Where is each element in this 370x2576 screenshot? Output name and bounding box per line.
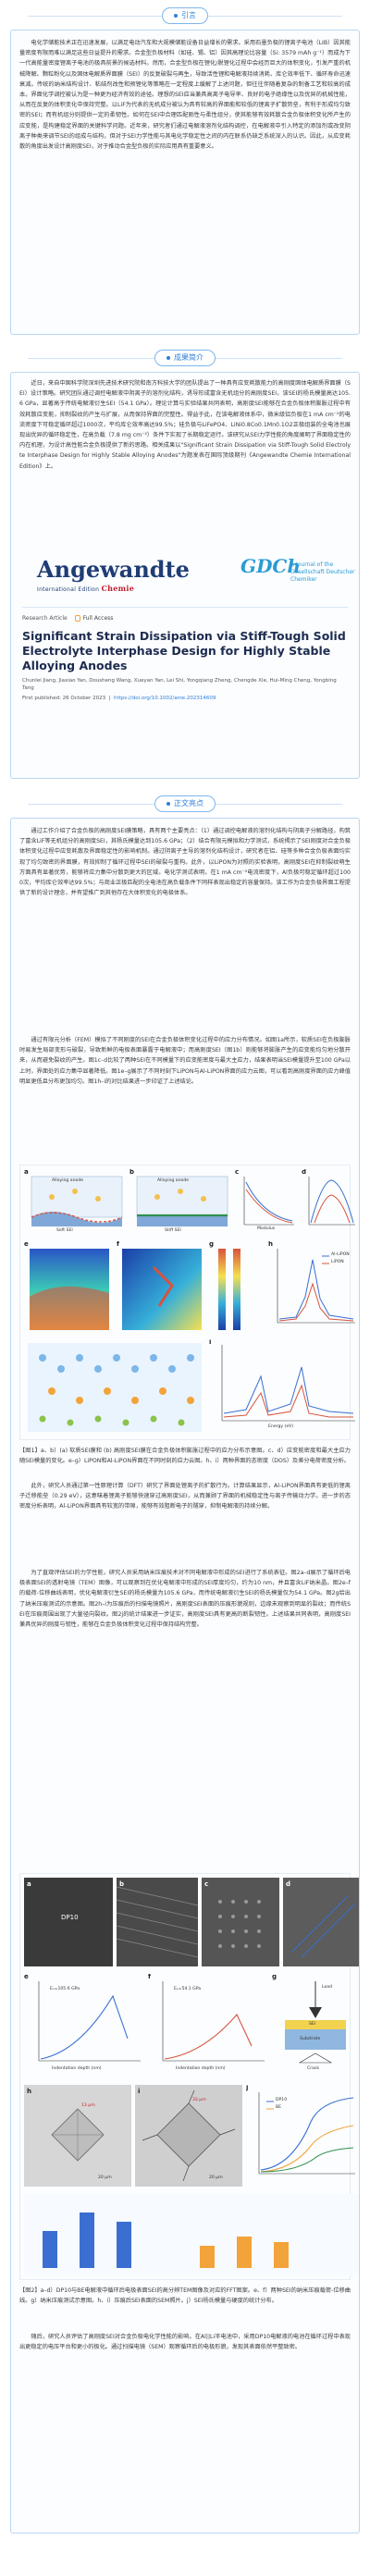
fig2f-load-curve [162,1981,265,2062]
publication-info: First published: 26 October 2023 | https… [22,696,216,702]
section-intro-header: 引言 [0,2,370,30]
fig2g-schematic [285,1981,346,2064]
fig2d-lattice [291,1895,356,1958]
fig2-panel-d: d [283,1878,359,1966]
fig2-panel-b: b [117,1878,198,1966]
fig1g-colorbar [218,1249,240,1330]
fig1-panel-b: b Alloying anode Stiff SEI [130,1169,231,1236]
fig2-panel-h: h 13 μm 20 μm [24,2085,131,2187]
section-highlights-header: 正文亮点 [0,790,370,818]
intro-box: 电化学储能技术正在迅速发展，以满足电动汽车和大规模储能设备日益增长的需求。采用石… [10,30,360,335]
fig2-panel-f: f Eₛ=54.1 GPa Indentation depth (nm) [148,1974,268,2077]
body-paragraph: 随后，研究人员评估了高刚度SEI对合金负极电化学性能的影响。在Al||Li半电池… [19,2334,351,2351]
lock-icon [74,615,80,622]
gdch-logo: GDCh [240,555,301,577]
section-summary-header: 成果简介 [0,344,370,372]
fig1e-stress-map [30,1249,109,1330]
fig2-panel-i: i 33 μm 20 μm [135,2085,242,2187]
figure-1: a Alloying anode Soft SEI b Alloying ano… [19,1165,355,1440]
body-paragraph: 此外，研究人员通过第一性原理计算（DFT）研究了界面处锂离子的扩散行为。计算结果… [19,1483,351,1510]
bullet-icon [174,14,178,18]
fig1f-stress-map [122,1249,202,1330]
body-paragraph: 为了直观评估SEI的力学性能，研究人员采用纳米压痕技术对不同电解液中形成的SEI… [19,1570,351,1629]
fig2-panel-c: c [202,1878,279,1966]
section-title: 正文亮点 [174,799,204,807]
section-pill: 成果简介 [154,350,216,366]
figure-2-caption: 【图2】a–d）DP10与BE电解液中循环后电极表面SEI的高分辨TEM图像及对… [19,2287,351,2305]
figure-1-caption: 【图1】a、b）(a) 软质SEI膜和 (b) 高刚度SEI膜在合金负极体积膨胀… [19,1448,351,1465]
fig2-panel-a: a DP10 [24,1878,113,1966]
fig2e-load-curve [38,1981,141,2062]
journal-logo: Angewandte [37,556,190,583]
paper-title: Significant Strain Dissipation via Stiff… [22,629,346,673]
society-text: A Journal of the Gesellschaft Deutscher … [290,561,355,583]
fig2-statistics [24,2194,359,2275]
fig1-panel-e: e [24,1241,113,1334]
fig1-panel-c: c Modulus [235,1169,298,1236]
fig1-panel-i: i Energy (eV) [209,1339,359,1436]
fig2j-plot [258,2092,355,2175]
bullet-icon [166,356,170,360]
section-pill: 正文亮点 [154,795,216,812]
section-title: 成果简介 [174,353,204,362]
fig1c-plot [243,1177,294,1226]
summary-box: 近日，来自中国科学院深圳先进技术研究院和南方科技大学的团队提出了一种具有应变耗散… [10,372,360,779]
fig1i-dos-plot [221,1345,355,1422]
fig2-panel-j: j DP10 BE [246,2085,359,2187]
fig1-panel-bottom-left [24,1339,205,1436]
fig2i-indent-sem [142,2089,236,2182]
fig2h-indent-sem [51,2108,105,2162]
journal-edition: International Edition Chemie [37,584,135,593]
fig2c-lattice [218,1900,261,1948]
fig1a-diagram [31,1176,123,1226]
summary-paragraph: 近日，来自中国科学院深圳先进技术研究院和南方科技大学的团队提出了一种具有应变耗散… [19,380,351,470]
fig1d-plot [308,1177,355,1226]
fig2-panel-g: g Load SEI Substrate Crack [272,1974,359,2077]
highlights-box: 通过工作介绍了合金负极的高刚度SEI膜策略，具有两个主要亮点：（1）通过调控电解… [10,818,360,2533]
fig2b-lattice [117,1886,198,1958]
fig1-panel-g: g [209,1241,265,1334]
fig2-panel-e: e Eₛ=105.6 GPa Indentation depth (nm) [24,1974,144,2077]
journal-banner: Angewandte International Edition Chemie … [22,550,355,608]
body-paragraph: 通过有限元分析（FEM）模拟了不同刚度的SEI在合金负极体积变化过程中的应力分布… [19,1037,351,1085]
section-title: 引言 [181,11,196,19]
article-type: Research Article [22,615,68,622]
fig1-atomic-structure [28,1343,202,1432]
fig1b-diagram [136,1176,228,1226]
body-paragraph: 通过工作介绍了合金负极的高刚度SEI膜策略，具有两个主要亮点：（1）通过调控电解… [19,828,351,897]
doi-link[interactable]: https://doi.org/10.1002/anie.202314609 [114,696,216,702]
author-list: Chunlei Jiang, Jiaxiao Yan, Dousheng Wan… [22,678,337,692]
fig1-panel-h: h Al-LiPON LiPON [268,1241,359,1334]
access-badge: Full Access [74,613,113,623]
fig2-bottom-strip [24,2194,359,2275]
bullet-icon [166,802,170,806]
figure-2: a DP10 b c d e Eₛ=105.6 GPa Indentation … [19,1873,359,2280]
fig1-panel-a: a Alloying anode Soft SEI [24,1169,126,1236]
fig1h-plot [277,1249,355,1324]
article-meta: Research Article Full Access [22,613,348,623]
section-pill: 引言 [162,7,208,24]
fig1-panel-f: f [117,1241,205,1334]
fig1-panel-d: d [302,1169,359,1236]
intro-paragraph: 电化学储能技术正在迅速发展，以满足电动汽车和大规模储能设备日益增长的需求。采用石… [19,40,351,151]
